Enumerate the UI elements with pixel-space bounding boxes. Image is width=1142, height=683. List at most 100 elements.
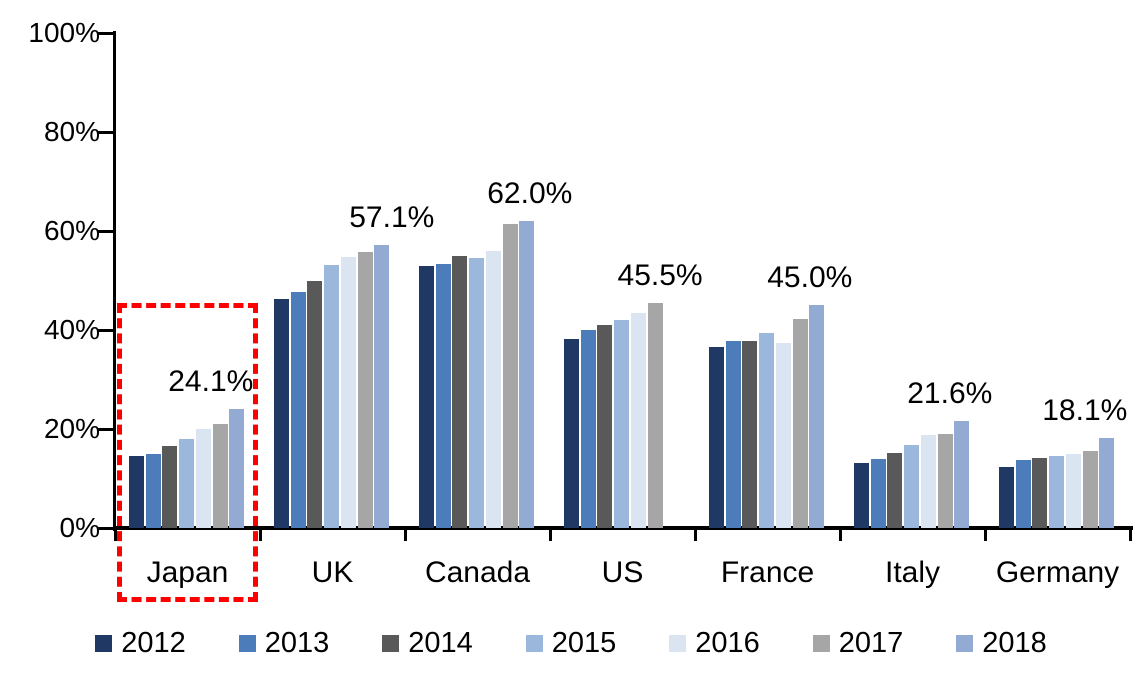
bar-germany-2016 (1065, 453, 1081, 528)
bar-france-2018 (809, 305, 825, 528)
category-label-uk: UK (311, 556, 354, 589)
bar-uk-2018 (374, 245, 390, 528)
bar-france-2016 (775, 342, 791, 528)
japan-highlight-box (117, 303, 258, 602)
bar-italy-2017 (937, 434, 953, 528)
y-axis-tick-mark (97, 229, 116, 233)
bar-italy-2014 (887, 453, 903, 528)
bar-germany-2017 (1082, 451, 1098, 528)
legend-label: 2013 (264, 627, 330, 659)
x-axis-line (113, 526, 1133, 530)
x-axis-tick-mark (403, 528, 407, 541)
bar-canada-2013 (435, 263, 451, 528)
bar-italy-2018 (954, 421, 970, 528)
legend-swatch-icon (669, 634, 687, 652)
legend-item-2015: 2015 (525, 627, 617, 659)
y-axis-tick-label: 20% (43, 413, 100, 444)
bar-us-2016 (630, 312, 646, 528)
legend-item-2012: 2012 (95, 628, 186, 658)
data-label-us: 45.5% (617, 258, 703, 292)
bar-canada-2015 (469, 258, 485, 528)
legend-swatch-icon (382, 634, 400, 652)
bar-france-2017 (792, 318, 808, 528)
bar-japan-2013 (145, 454, 161, 528)
x-axis-tick-mark (693, 528, 697, 541)
legend-swatch-icon (956, 634, 974, 652)
data-label-italy: 21.6% (907, 377, 993, 411)
category-label-us: US (601, 556, 644, 589)
bar-canada-2014 (452, 256, 468, 528)
category-label-france: France (720, 556, 815, 589)
legend-label: 2012 (121, 627, 186, 659)
data-label-canada: 62.0% (487, 177, 573, 211)
legend-label: 2016 (695, 627, 760, 659)
bar-japan-2015 (179, 438, 195, 528)
bar-germany-2012 (999, 466, 1014, 528)
bar-japan-2014 (162, 446, 178, 528)
bar-us-2013 (580, 330, 596, 528)
y-axis-tick-label: 0% (59, 512, 100, 543)
legend-swatch-icon (525, 634, 543, 652)
bar-italy-2015 (904, 445, 920, 528)
y-axis-tick-label: 40% (43, 314, 100, 345)
bar-uk-2015 (324, 264, 340, 528)
y-axis-tick-mark (97, 427, 116, 431)
bar-uk-2016 (340, 256, 356, 528)
y-axis-tick-mark (97, 130, 116, 134)
bar-canada-2012 (419, 265, 434, 528)
bar-italy-2013 (870, 458, 886, 528)
legend-label: 2017 (838, 627, 904, 659)
x-axis-tick-mark (113, 528, 117, 541)
bar-us-2015 (614, 320, 630, 528)
y-axis-tick-mark (97, 526, 116, 530)
legend-label: 2015 (551, 627, 617, 659)
y-axis-tick-mark (97, 328, 116, 332)
bar-japan-2012 (129, 455, 144, 528)
bar-france-2015 (759, 332, 775, 528)
bar-france-2013 (725, 340, 741, 528)
bar-us-2017 (647, 302, 663, 528)
data-label-uk: 57.1% (349, 201, 435, 235)
bar-us-2012 (564, 338, 579, 528)
x-axis-tick-mark (258, 528, 262, 541)
bar-france-2014 (742, 341, 758, 528)
legend-swatch-icon (812, 634, 830, 652)
legend-item-2017: 2017 (812, 627, 904, 659)
legend-item-2018: 2018 (956, 628, 1047, 658)
bar-germany-2018 (1099, 438, 1115, 528)
bar-germany-2013 (1015, 460, 1031, 528)
bar-uk-2013 (290, 291, 306, 528)
legend-swatch-icon (238, 634, 256, 652)
x-axis-tick-mark (548, 528, 552, 541)
legend-item-2014: 2014 (382, 628, 473, 658)
legend-item-2013: 2013 (238, 627, 330, 659)
bar-japan-2018 (229, 408, 245, 528)
y-axis-line (113, 31, 116, 531)
y-axis-tick-label: 100% (28, 17, 100, 48)
legend-label: 2014 (408, 627, 473, 659)
bar-japan-2016 (195, 429, 211, 528)
bar-germany-2014 (1032, 458, 1048, 528)
bar-uk-2014 (307, 280, 323, 528)
bar-canada-2016 (485, 250, 501, 528)
legend-label: 2018 (982, 627, 1047, 659)
bar-japan-2017 (212, 424, 228, 528)
legend-swatch-icon (95, 634, 113, 652)
category-label-canada: Canada (424, 556, 531, 589)
bar-uk-2012 (274, 298, 289, 528)
bar-italy-2012 (854, 462, 869, 528)
bar-germany-2015 (1049, 456, 1065, 528)
bar-uk-2017 (357, 251, 373, 528)
legend-item-2016: 2016 (669, 628, 760, 658)
bar-italy-2016 (920, 434, 936, 528)
bar-france-2012 (709, 347, 724, 528)
bar-us-2014 (597, 325, 613, 528)
x-axis-tick-mark (983, 528, 987, 541)
y-axis-tick-mark (97, 31, 116, 35)
x-axis-tick-mark (1128, 528, 1132, 541)
bar-canada-2017 (502, 223, 518, 528)
category-label-germany: Germany (995, 556, 1120, 589)
data-label-japan: 24.1% (168, 364, 254, 398)
y-axis-tick-label: 80% (43, 116, 100, 147)
